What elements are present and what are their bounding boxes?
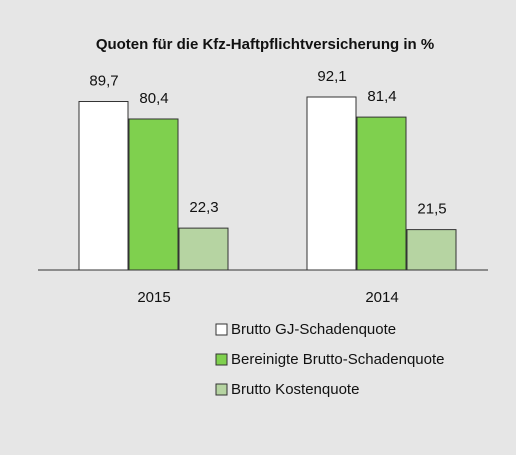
legend-swatch xyxy=(215,323,228,336)
legend-label: Bereinigte Brutto-Schadenquote xyxy=(231,351,444,368)
x-tick-label: 2015 xyxy=(137,289,170,306)
legend-swatch xyxy=(215,383,228,396)
legend-label: Brutto GJ-Schadenquote xyxy=(231,321,396,338)
value-label: 89,7 xyxy=(89,72,118,89)
bar xyxy=(306,96,357,271)
value-label: 92,1 xyxy=(317,68,346,85)
chart-title: Quoten für die Kfz-Haftpflichtversicheru… xyxy=(96,36,434,53)
legend-swatch xyxy=(215,353,228,366)
bar xyxy=(406,229,457,271)
value-label: 22,3 xyxy=(189,199,218,216)
bar xyxy=(78,101,129,271)
value-label: 80,4 xyxy=(139,90,168,107)
value-label: 81,4 xyxy=(367,88,396,105)
legend-label: Brutto Kostenquote xyxy=(231,381,359,398)
bar xyxy=(356,116,407,271)
value-label: 21,5 xyxy=(417,201,446,218)
bar xyxy=(178,227,229,271)
bar xyxy=(128,118,179,271)
x-tick-label: 2014 xyxy=(365,289,398,306)
